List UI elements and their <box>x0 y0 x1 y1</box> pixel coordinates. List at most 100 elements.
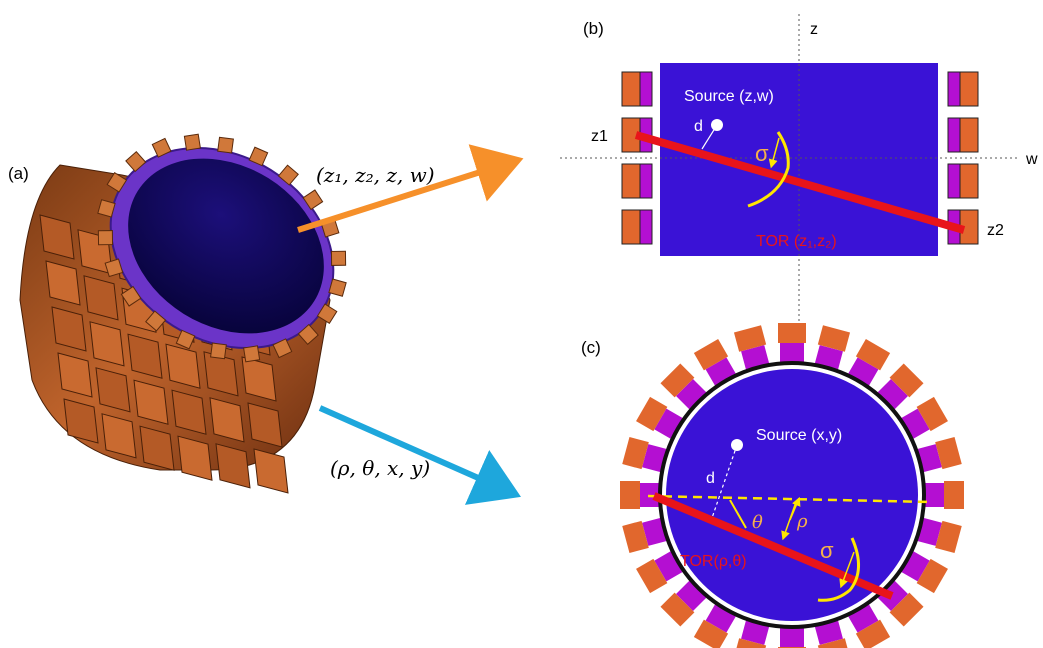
fov-circle <box>666 369 918 621</box>
theta-label: θ <box>752 512 763 533</box>
d-label-b: d <box>694 118 703 135</box>
rim-tile <box>97 230 114 246</box>
sigma-label-b: σ <box>755 141 769 166</box>
arrow-bottom-label: (ρ, θ, x, y) <box>330 456 430 480</box>
distance-line-c <box>711 444 738 519</box>
tor-line-c <box>652 492 894 600</box>
sigma-arrow-b <box>768 137 780 169</box>
ring-crystal-inner <box>654 408 684 440</box>
ring-crystal-inner <box>847 603 879 633</box>
detector-tile-3d <box>39 214 75 260</box>
w-axis-label: w <box>1025 151 1038 168</box>
ring-crystal-inner <box>780 343 804 363</box>
detector-tile-3d <box>177 435 213 481</box>
rho-label: ρ <box>796 511 808 532</box>
ring-crystal-outer <box>889 363 924 398</box>
source-label-c: Source (x,y) <box>756 427 842 444</box>
detector-tile-3d <box>215 443 251 489</box>
ring-crystal-outer <box>935 520 962 554</box>
sigma-label-c: σ <box>820 538 834 563</box>
ring-crystal-inner <box>654 550 684 582</box>
rim-tile <box>120 285 142 307</box>
rim-tile <box>125 150 147 173</box>
rim-tile <box>316 303 338 325</box>
ring-crystal-outer <box>636 396 668 432</box>
rim-tile <box>151 137 172 158</box>
ring-crystal-inner <box>900 408 930 440</box>
rim-tile <box>297 323 319 346</box>
ring-crystal-outer <box>660 363 695 398</box>
ring-crystal-outer <box>693 619 729 648</box>
scanner-face <box>128 158 324 334</box>
detector-tile-3d <box>241 356 277 402</box>
ring-crystal-outer <box>935 436 962 470</box>
panel-b: (b) z w TOR <box>560 14 1038 322</box>
z-axis-label: z <box>810 21 818 38</box>
ring-crystal-inner <box>705 357 737 387</box>
tor-label-c: TOR(ρ,θ) <box>680 553 747 570</box>
rim-tile <box>97 199 116 218</box>
ring-crystal-inner <box>876 379 908 411</box>
ring-crystal-outer <box>817 638 851 648</box>
detector-tile-3d <box>89 321 125 367</box>
rim-tile <box>217 136 234 154</box>
tor-line-b <box>634 131 966 234</box>
ring-crystal-inner <box>814 345 843 371</box>
scanner-ring-3d <box>19 133 347 494</box>
distance-line-b <box>701 124 718 150</box>
panel-c: (c) TOR(ρ,θ) Source (x,y) d θ ρ σ <box>581 323 964 648</box>
rim-tile <box>330 250 347 266</box>
z1-label: z1 <box>591 128 608 145</box>
ring-crystal-outer <box>693 339 729 371</box>
ring-crystal-outer <box>660 592 695 627</box>
ring-crystal-outer <box>944 481 964 509</box>
rim-tile <box>248 146 269 167</box>
rim-tile <box>272 338 293 359</box>
arrow-to-b: (z₁, z₂, z, w) <box>297 144 524 233</box>
rim-tile <box>104 258 124 278</box>
source-label-b: Source (z,w) <box>684 88 774 105</box>
rho-reference-line <box>647 494 931 504</box>
ring-crystal-inner <box>900 550 930 582</box>
ring-crystal-outer <box>855 339 891 371</box>
rho-arrow-up <box>789 496 801 521</box>
panel-b-label: (b) <box>583 19 604 38</box>
panel-c-label: (c) <box>581 338 601 357</box>
ring-crystal-inner <box>780 627 804 647</box>
theta-arc <box>729 499 747 529</box>
ring-detectors <box>620 323 964 648</box>
detector-tile-3d <box>57 352 93 398</box>
ring-crystal-outer <box>622 520 649 554</box>
rim-tile <box>145 310 167 332</box>
ring-crystal-inner <box>676 579 708 611</box>
rim-tile <box>175 329 196 350</box>
ring-crystal-outer <box>916 558 948 594</box>
detector-tile-3d <box>101 413 137 459</box>
detector-tile-3d <box>51 306 87 352</box>
detector-tile-3d <box>247 402 283 448</box>
detector-tile-3d <box>139 425 175 471</box>
ring-crystal-outer <box>916 396 948 432</box>
ring-crystal-inner <box>741 345 770 371</box>
detector-tile-3d <box>133 379 169 425</box>
ring-crystal-inner <box>642 444 668 473</box>
ring-crystal-outer <box>778 323 806 343</box>
ring-crystal-outer <box>636 558 668 594</box>
sigma-curve-b <box>747 131 790 208</box>
ring-crystal-inner <box>847 357 879 387</box>
ring-crystal-inner <box>916 444 942 473</box>
ring-crystal-outer <box>817 325 851 352</box>
ring-crystal-outer <box>855 619 891 648</box>
ring-crystal-inner <box>676 379 708 411</box>
ring-crystal-outer <box>620 481 640 509</box>
ring-crystal-inner <box>705 603 737 633</box>
ring-crystal-inner <box>642 517 668 546</box>
arrow-to-c: (ρ, θ, x, y) <box>318 405 521 505</box>
rim-tile <box>328 278 347 297</box>
detector-tile-3d <box>63 398 99 444</box>
rim-tile <box>106 171 128 193</box>
ring-crystal-outer <box>622 436 649 470</box>
detector-tile-3d <box>253 448 289 494</box>
panel-a: (a) <box>8 133 347 494</box>
rim-tile <box>210 342 227 360</box>
